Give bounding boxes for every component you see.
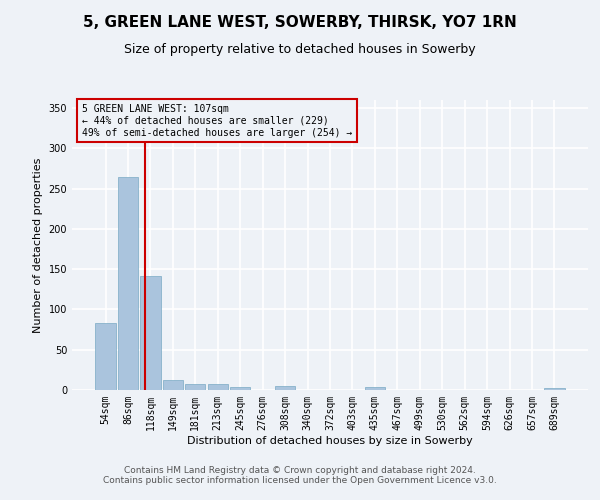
Text: 5 GREEN LANE WEST: 107sqm
← 44% of detached houses are smaller (229)
49% of semi: 5 GREEN LANE WEST: 107sqm ← 44% of detac…	[82, 104, 353, 138]
Bar	[163, 380, 183, 390]
Bar	[230, 387, 250, 390]
X-axis label: Distribution of detached houses by size in Sowerby: Distribution of detached houses by size …	[187, 436, 473, 446]
Text: Contains HM Land Registry data © Crown copyright and database right 2024.
Contai: Contains HM Land Registry data © Crown c…	[103, 466, 497, 485]
Bar	[275, 386, 295, 390]
Bar	[208, 384, 228, 390]
Bar	[118, 176, 138, 390]
Bar	[185, 384, 205, 390]
Bar	[140, 276, 161, 390]
Y-axis label: Number of detached properties: Number of detached properties	[33, 158, 43, 332]
Bar	[544, 388, 565, 390]
Text: 5, GREEN LANE WEST, SOWERBY, THIRSK, YO7 1RN: 5, GREEN LANE WEST, SOWERBY, THIRSK, YO7…	[83, 15, 517, 30]
Text: Size of property relative to detached houses in Sowerby: Size of property relative to detached ho…	[124, 42, 476, 56]
Bar	[365, 387, 385, 390]
Bar	[95, 323, 116, 390]
